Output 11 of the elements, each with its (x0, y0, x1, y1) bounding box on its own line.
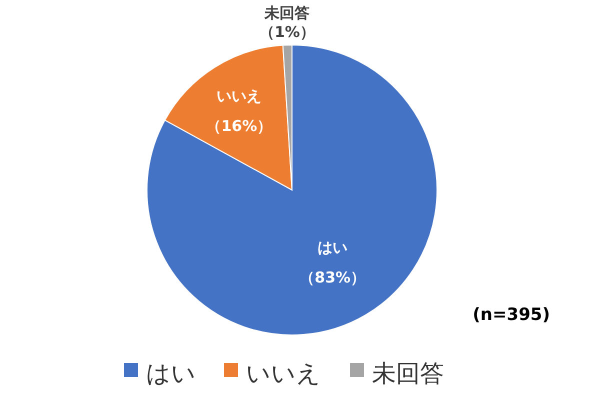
text: (n=395) (472, 305, 550, 325)
slice-label: いいえ (216, 86, 262, 105)
slice-label: はい (318, 238, 348, 257)
legend-label: いいえ (246, 360, 321, 388)
data-label: （1%） (259, 23, 315, 42)
legend-label: 未回答 (372, 360, 444, 388)
data-label: （16%） (206, 116, 272, 135)
legend-label: はい (146, 360, 196, 388)
pie-slice (146, 44, 438, 336)
data-label: （83%） (300, 268, 366, 287)
slice-label: 未回答 (264, 4, 310, 22)
